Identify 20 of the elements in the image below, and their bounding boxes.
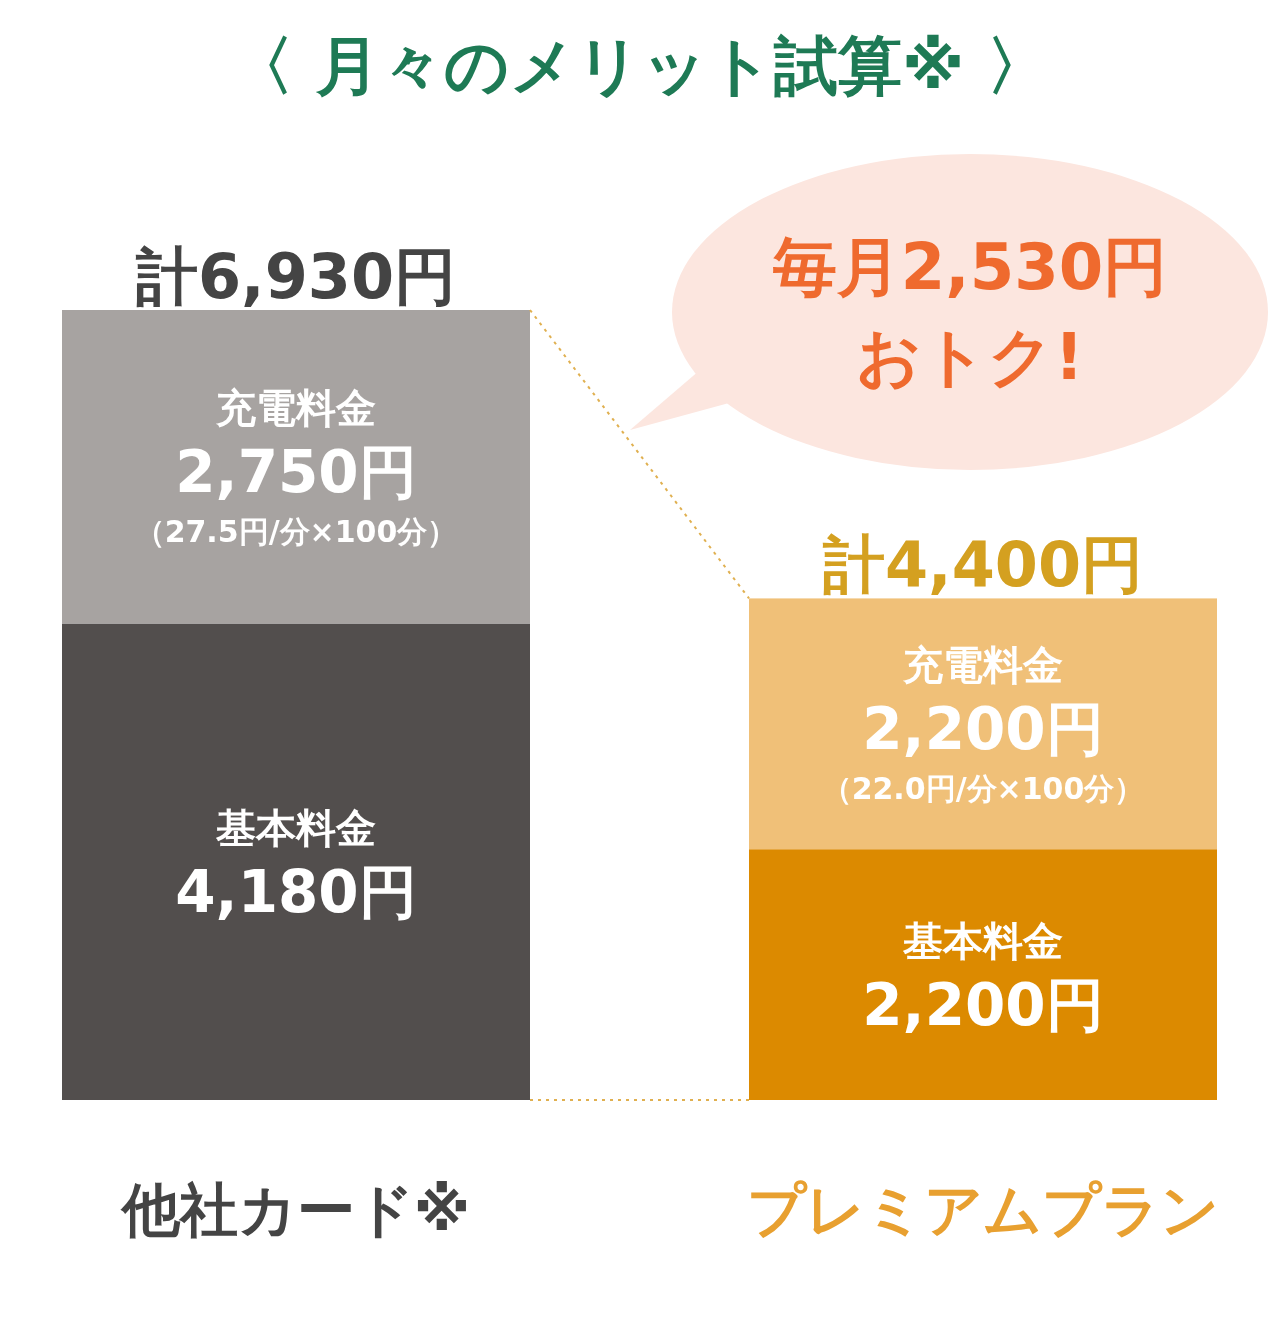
data-label: 2,200円 — [862, 970, 1104, 1039]
annotation: （22.0円/分×100分） — [821, 770, 1145, 806]
chart-title: 〈 月々のメリット試算※ 〉 — [229, 29, 1051, 103]
x-tick-label: 他社カード※ — [119, 1176, 471, 1244]
bar — [749, 598, 1217, 850]
text: 充電料金 — [216, 384, 376, 431]
text: 基本料金 — [216, 804, 376, 851]
series-label: 充電料金 — [902, 641, 1063, 688]
x-tick-label: プレミアムプラン — [747, 1176, 1219, 1244]
bar — [749, 849, 1217, 1100]
total-label: 計4,400円 — [821, 528, 1144, 602]
annotation: （27.5円/分×100分） — [134, 513, 458, 549]
bar — [62, 310, 530, 624]
bar — [62, 623, 530, 1100]
series-label: 基本料金 — [902, 917, 1063, 964]
data-label: 2,750円 — [175, 437, 417, 506]
data-label: 2,200円 — [862, 694, 1104, 763]
data-label: 4,180円 — [175, 857, 417, 926]
total-label: 計6,930円 — [134, 240, 457, 313]
annotation: 毎月2,530円おトク! — [771, 229, 1169, 396]
